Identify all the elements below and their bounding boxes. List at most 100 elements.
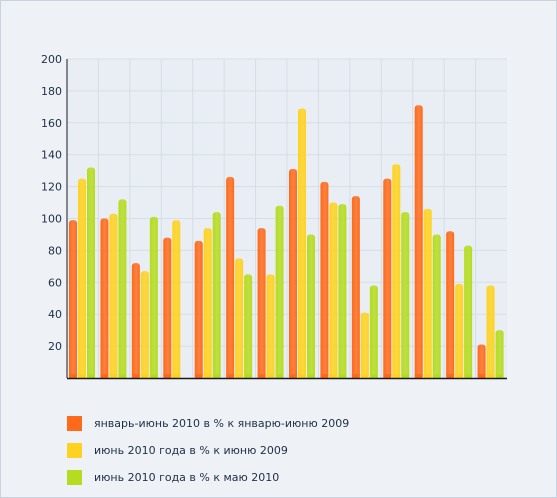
bar-series-3 [401,212,410,378]
bar-series-3 [244,274,253,378]
bar-base-series-1 [320,374,329,378]
y-tick-label: 160 [41,117,62,130]
bar-base-series-2 [172,374,181,378]
legend-swatch-series-1 [67,415,82,431]
legend-label-series-1: январь-июнь 2010 в % к январю-июню 2009 [94,416,350,430]
bar-base-series-3 [212,374,221,378]
y-tick-label: 140 [41,149,62,162]
bar-base-series-2 [455,374,464,378]
legend-swatch-series-2 [67,442,82,458]
bar-base-series-3 [87,374,95,378]
bar-base-series-2 [360,374,369,378]
bar-base-series-1 [100,374,109,378]
bar-series-2 [266,274,275,378]
bar-base-series-2 [329,374,338,378]
bar-base-series-2 [486,374,495,378]
bar-series-3 [149,216,158,378]
bar-base-series-1 [257,374,266,378]
legend-item-series-3: июнь 2010 года в % к маю 2010 [67,468,349,486]
bar-base-series-1 [69,374,77,378]
y-tick-label: 120 [41,181,62,194]
bar-series-1 [163,237,172,378]
bar-base-series-3 [401,374,410,378]
bar-base-series-3 [275,374,284,378]
bar-series-1 [477,344,486,378]
bar-base-series-1 [289,374,297,378]
bar-base-series-3 [432,374,441,378]
bar-series-2 [360,312,369,378]
y-tick-label: 180 [41,85,62,98]
bar-series-2 [486,285,495,378]
bar-series-1 [320,181,329,378]
bar-base-series-1 [477,374,486,378]
bar-series-2 [203,228,212,378]
bar-base-series-3 [244,374,253,378]
bar-base-series-3 [307,374,315,378]
legend-item-series-1: январь-июнь 2010 в % к январю-июню 2009 [67,414,349,432]
bar-series-1 [414,105,423,378]
bar-base-series-1 [383,374,392,378]
bar-base-series-2 [266,374,275,378]
bar-series-2 [235,258,244,378]
bar-series-2 [329,202,338,378]
bar-base-series-3 [338,374,347,378]
bar-base-series-2 [140,374,149,378]
bar-base-series-3 [464,374,473,378]
bar-series-3 [338,204,347,378]
bar-series-1 [446,231,455,378]
bar-base-series-2 [423,374,432,378]
bar-base-series-1 [351,374,360,378]
bar-series-2 [172,220,181,378]
bar-series-1 [131,263,140,378]
bar-series-2 [423,208,432,378]
bar-series-1 [100,218,109,378]
bar-series-1 [257,228,266,378]
bar-base-series-1 [446,374,455,378]
bar-base-series-1 [226,374,235,378]
bar-series-3 [87,167,95,378]
bar-base-series-1 [131,374,140,378]
legend: январь-июнь 2010 в % к январю-июню 2009 … [67,414,349,495]
legend-swatch-series-3 [67,469,82,485]
y-tick-label: 80 [48,244,62,257]
bar-base-series-1 [194,374,203,378]
bar-series-1 [226,177,235,378]
y-tick-label: 60 [48,276,62,289]
bar-series-1 [351,196,360,378]
bar-base-series-3 [369,374,378,378]
bar-series-2 [392,164,401,378]
bar-base-series-2 [203,374,212,378]
bar-series-3 [464,245,473,378]
y-tick-label: 200 [41,53,62,66]
bar-series-2 [455,283,464,378]
bar-series-2 [109,213,118,378]
bar-series-3 [118,199,127,378]
bar-base-series-2 [78,374,86,378]
bar-base-series-3 [118,374,127,378]
bar-series-1 [69,220,77,378]
bar-series-3 [307,234,315,378]
bar-series-2 [140,271,149,378]
bar-series-3 [275,205,284,378]
bar-base-series-1 [414,374,423,378]
legend-label-series-3: июнь 2010 года в % к маю 2010 [94,470,280,484]
y-tick-label: 40 [48,308,62,321]
bar-base-series-3 [495,374,504,378]
bar-series-1 [383,178,392,378]
bar-base-series-2 [235,374,244,378]
bar-series-3 [369,285,378,378]
bar-series-3 [432,234,441,378]
y-tick-label: 100 [41,213,62,226]
legend-item-series-2: июнь 2010 года в % к июню 2009 [67,441,349,459]
bar-base-series-1 [163,374,172,378]
bar-series-2 [298,108,306,378]
bar-base-series-3 [149,374,158,378]
bar-base-series-2 [298,374,306,378]
bar-chart: 20 40 60 80 100 120 140 160 180 200 [41,53,507,380]
bar-series-1 [194,240,203,378]
bar-series-2 [78,178,86,378]
bar-series-1 [289,169,297,378]
y-tick-label: 20 [48,340,62,353]
bar-series-3 [212,212,221,378]
